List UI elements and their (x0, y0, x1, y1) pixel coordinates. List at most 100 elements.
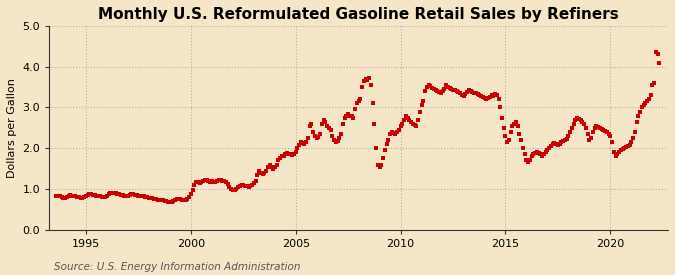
Point (248, 181, 259, 185)
Point (80, 194, 91, 199)
Point (252, 172, 263, 177)
Point (171, 197, 182, 201)
Point (614, 150, 624, 155)
Point (119, 193, 130, 198)
Point (647, 83, 657, 87)
Point (236, 183, 247, 187)
Point (192, 180, 203, 184)
Point (157, 198, 168, 203)
Point (313, 134, 324, 139)
Point (455, 90, 466, 95)
Point (537, 153, 547, 158)
Point (362, 78, 373, 82)
Point (334, 136, 345, 140)
Point (175, 197, 186, 201)
Point (530, 151, 541, 155)
Point (123, 193, 134, 198)
Point (448, 87, 458, 92)
Point (421, 85, 432, 89)
Point (263, 164, 273, 169)
Point (572, 116, 583, 120)
Point (420, 89, 431, 93)
Point (390, 132, 401, 136)
Point (199, 177, 210, 182)
Point (497, 116, 508, 120)
Point (331, 140, 342, 144)
Point (598, 128, 609, 132)
Point (284, 152, 294, 156)
Point (91, 193, 102, 198)
Point (184, 195, 194, 199)
Point (599, 129, 610, 133)
Point (397, 122, 408, 126)
Point (580, 126, 591, 130)
Point (365, 83, 376, 87)
Point (427, 86, 437, 90)
Point (124, 192, 135, 197)
Point (221, 180, 232, 184)
Point (432, 89, 443, 93)
Point (364, 76, 375, 80)
Point (388, 131, 399, 135)
Point (574, 117, 585, 121)
Point (107, 191, 117, 195)
Point (246, 183, 257, 187)
Point (264, 162, 275, 167)
Point (207, 179, 217, 183)
Point (528, 152, 539, 156)
Point (97, 194, 107, 199)
Point (159, 199, 170, 203)
Point (222, 182, 233, 186)
Point (243, 184, 254, 189)
Point (608, 150, 619, 155)
Point (610, 154, 621, 159)
Point (319, 117, 329, 122)
Point (302, 136, 313, 140)
Point (488, 94, 499, 98)
Point (524, 158, 535, 163)
Point (299, 142, 310, 146)
Point (654, 60, 665, 65)
Point (133, 193, 144, 198)
Point (416, 103, 427, 108)
Point (507, 123, 518, 128)
Point (53, 194, 63, 198)
Point (98, 195, 109, 199)
Point (441, 83, 452, 87)
Point (142, 195, 153, 199)
Point (84, 192, 95, 196)
Point (187, 188, 198, 192)
Point (549, 141, 560, 145)
Point (304, 123, 315, 128)
Point (126, 192, 137, 196)
Point (325, 128, 336, 132)
Point (205, 180, 215, 184)
Point (500, 134, 511, 138)
Point (570, 117, 580, 122)
Point (271, 162, 282, 167)
Point (79, 195, 90, 199)
Point (112, 192, 123, 196)
Point (352, 101, 362, 106)
Point (198, 179, 209, 183)
Point (322, 123, 333, 128)
Point (485, 95, 495, 100)
Point (504, 138, 514, 142)
Point (409, 122, 420, 127)
Point (429, 87, 439, 91)
Point (383, 138, 394, 142)
Point (269, 164, 280, 169)
Point (565, 130, 576, 134)
Point (474, 93, 485, 97)
Point (344, 113, 355, 118)
Point (191, 180, 202, 184)
Point (554, 142, 565, 146)
Point (560, 138, 570, 142)
Point (400, 113, 411, 118)
Point (491, 93, 502, 97)
Point (510, 120, 521, 124)
Point (86, 192, 97, 197)
Point (224, 185, 235, 189)
Point (444, 86, 455, 90)
Point (335, 132, 346, 136)
